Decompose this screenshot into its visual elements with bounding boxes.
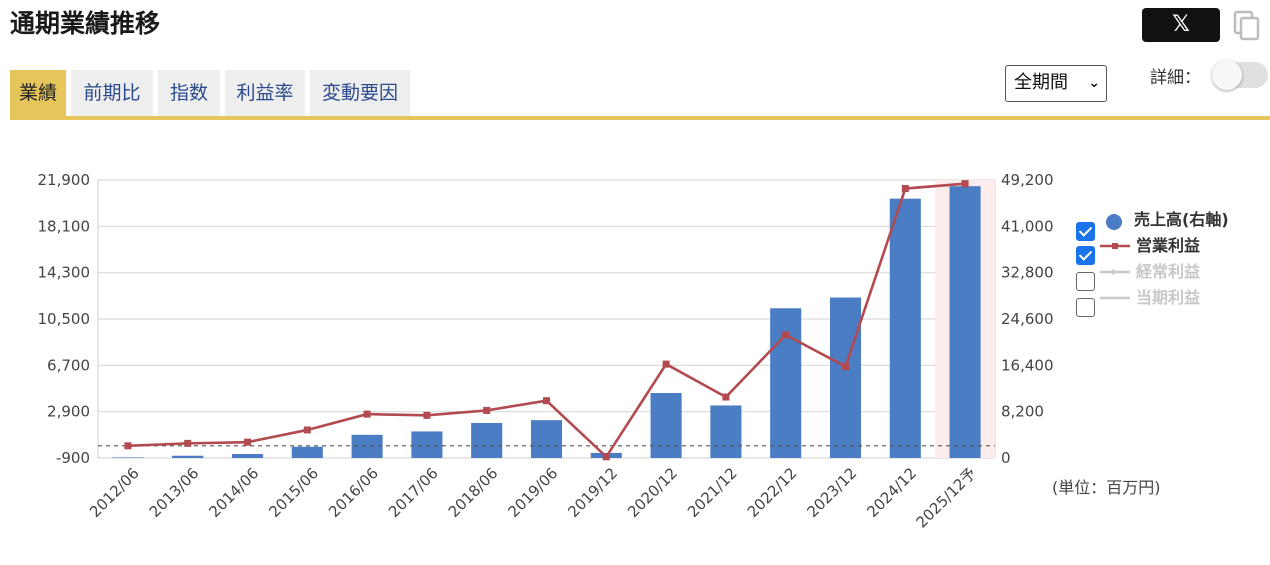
line-point: [842, 363, 849, 371]
line-point: [662, 360, 670, 368]
legend-label-operating-profit: 営業利益: [1136, 236, 1201, 255]
chevron-down-icon: ⌄: [1088, 75, 1100, 91]
bar: [949, 186, 981, 458]
legend-checkbox-operating-profit[interactable]: [1076, 246, 1095, 265]
bar: [112, 457, 144, 458]
line-point: [782, 331, 790, 339]
bar: [471, 422, 503, 458]
bar: [530, 420, 563, 458]
x-tick-label: 2024/12: [863, 464, 920, 521]
line-point: [184, 439, 192, 447]
left-axis-ticks: 21,900 18,100 14,300 10,500 6,700 2,900 -900: [38, 171, 91, 467]
legend-item-operating-profit[interactable]: 営業利益: [1076, 234, 1270, 265]
right-tick-label: 41,000: [1001, 217, 1054, 235]
bar: [351, 434, 383, 458]
x-tick-label: 2018/06: [445, 464, 502, 521]
tab-factors[interactable]: 変動要因: [310, 70, 410, 116]
bar: [411, 431, 443, 458]
line-point: [303, 426, 311, 434]
line-marker-icon: [1100, 296, 1130, 300]
bar: [829, 297, 862, 458]
x-tick-label: 2012/06: [86, 464, 143, 521]
x-tick-label: 2021/12: [684, 464, 741, 521]
detail-label: 詳細：: [1150, 68, 1201, 88]
x-tick-label: 2015/06: [265, 464, 322, 521]
right-tick-label: 49,200: [1001, 171, 1054, 189]
left-tick-label: 21,900: [38, 171, 91, 189]
x-tick-label: 2016/06: [325, 464, 382, 521]
bar: [650, 393, 682, 458]
left-tick-label: 18,100: [38, 217, 91, 235]
operating-profit-line: [124, 180, 969, 461]
line-point: [722, 393, 730, 401]
bar: [710, 405, 742, 458]
tab-yoy[interactable]: 前期比: [71, 70, 153, 116]
line-marker-icon: [1100, 269, 1130, 275]
x-tick-label: 2025/12予: [913, 464, 980, 531]
toggle-knob: [1212, 60, 1242, 90]
tab-results[interactable]: 業績: [10, 70, 66, 116]
left-tick-label: -900: [56, 449, 90, 467]
line-point: [124, 442, 132, 450]
bar: [172, 455, 204, 458]
share-x-button[interactable]: 𝕏: [1142, 8, 1220, 42]
bar: [770, 308, 802, 458]
legend-item-net-profit[interactable]: 当期利益: [1076, 286, 1270, 317]
x-tick-label: 2014/06: [206, 464, 263, 521]
legend-item-ordinary-profit[interactable]: 経常利益: [1076, 260, 1270, 291]
x-tick-label: 2019/06: [505, 464, 562, 521]
tab-margin[interactable]: 利益率: [225, 70, 305, 116]
left-tick-label: 6,700: [47, 356, 90, 374]
x-tick-label: 2023/12: [804, 464, 861, 521]
page-title: 通期業績推移: [10, 9, 161, 38]
dot-icon: [1106, 214, 1122, 230]
right-tick-label: 0: [1001, 449, 1011, 467]
copy-icon[interactable]: [1233, 10, 1261, 42]
line-point: [363, 410, 371, 418]
left-tick-label: 10,500: [38, 310, 91, 328]
line-point: [602, 453, 610, 461]
x-tick-label: 2019/12: [564, 464, 621, 521]
line-point: [423, 411, 431, 419]
line-point: [961, 180, 969, 188]
tab-underline: [10, 116, 1270, 120]
legend-checkbox-sales[interactable]: [1076, 222, 1095, 241]
left-tick-label: 2,900: [47, 403, 90, 421]
unit-label: (単位：百万円): [1052, 478, 1161, 497]
right-tick-label: 16,400: [1001, 356, 1054, 374]
x-axis-ticks: 2012/06 2013/06 2014/06 2015/06 2016/06 2017/…: [86, 464, 980, 531]
x-icon: 𝕏: [1172, 12, 1190, 37]
legend-label-sales: 売上高(右軸): [1134, 210, 1229, 229]
period-select[interactable]: 全期間 ⌄: [1005, 65, 1107, 102]
bar: [291, 446, 323, 458]
right-tick-label: 8,200: [1001, 403, 1044, 421]
legend-checkbox-net-profit[interactable]: [1076, 298, 1095, 317]
right-axis-ticks: 49,200 41,000 32,800 24,600 16,400 8,200 0: [1001, 171, 1054, 467]
right-tick-label: 24,600: [1001, 310, 1054, 328]
bar: [889, 198, 921, 458]
line-point: [244, 438, 251, 446]
detail-toggle[interactable]: [1212, 60, 1268, 90]
x-tick-label: 2020/12: [624, 464, 681, 521]
left-tick-label: 14,300: [38, 264, 91, 282]
tab-index[interactable]: 指数: [158, 70, 220, 116]
legend-item-sales[interactable]: 売上高(右軸): [1076, 208, 1270, 241]
right-tick-label: 32,800: [1001, 264, 1054, 282]
x-tick-label: 2017/06: [385, 464, 442, 521]
x-tick-label: 2013/06: [146, 464, 203, 521]
x-tick-label: 2022/12: [744, 464, 801, 521]
legend-label-ordinary-profit: 経常利益: [1136, 262, 1201, 281]
legend-label-net-profit: 当期利益: [1136, 288, 1201, 307]
sales-bars: [112, 186, 981, 458]
line-marker-icon: [1100, 243, 1130, 249]
bar: [231, 454, 264, 458]
legend-checkbox-ordinary-profit[interactable]: [1076, 272, 1095, 291]
line-point: [483, 406, 491, 414]
period-select-value: 全期間: [1014, 72, 1068, 93]
line-point: [543, 397, 550, 405]
line-point: [901, 185, 909, 193]
